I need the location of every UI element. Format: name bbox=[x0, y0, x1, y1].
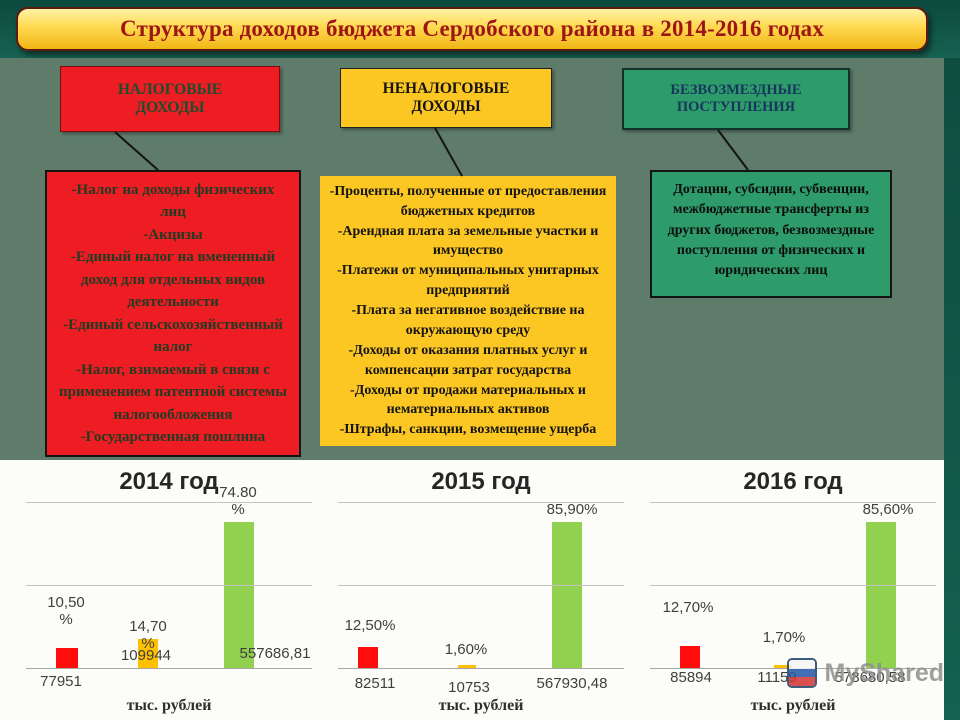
myshared-flag-icon bbox=[786, 658, 817, 688]
myshared-watermark: MyShared bbox=[786, 658, 944, 688]
gratuitous-receipts-detail-box: Дотации, субсидии, субвенции, межбюджетн… bbox=[650, 170, 892, 298]
connector-gratuitous bbox=[717, 129, 749, 171]
gratuitous-receipts-header-label: БЕЗВОЗМЕЗДНЫЕ ПОСТУПЛЕНИЯ bbox=[670, 82, 802, 115]
chart-2014-plot: 10,50 % 77951 14,70 % 109944 74.80 % 557686,8… bbox=[26, 484, 312, 690]
value-label: 567930,48 bbox=[536, 674, 608, 692]
value-label: 109944 bbox=[120, 646, 172, 664]
nontax-revenues-detail-text: -Проценты, полученные от предоставления … bbox=[329, 183, 607, 438]
chart-2015-plot: 12,50% 82511 1,60% 10753 85,90% 567930,48 bbox=[338, 500, 624, 696]
chart-2016-plot: 12,70% 85894 1,70% 11159 85,60% 578680,58 bbox=[650, 500, 936, 686]
tax-revenues-detail-box: -Налог на доходы физических лиц -Акцизы … bbox=[45, 170, 301, 457]
percent-label: 12,70% bbox=[662, 598, 714, 616]
bar-nontax-yellow bbox=[774, 665, 792, 668]
slide-title-box: Структура доходов бюджета Сердобского ра… bbox=[16, 7, 928, 51]
bar-tax-red bbox=[358, 646, 378, 668]
value-label: 578680,58 bbox=[834, 668, 906, 686]
chart-2014-xlabel: тыс. рублей bbox=[126, 697, 212, 714]
chart-2015: 2015 год 12,50% 82511 1,60% 10753 85,90% 5679… bbox=[338, 468, 624, 720]
bar-nontax-yellow bbox=[458, 665, 476, 668]
percent-label: 14,70 % bbox=[129, 617, 167, 652]
value-label: 77951 bbox=[40, 672, 82, 690]
percent-label: 1,70% bbox=[762, 628, 806, 646]
gratuitous-receipts-header-box: БЕЗВОЗМЕЗДНЫЕ ПОСТУПЛЕНИЯ bbox=[622, 68, 850, 130]
tax-revenues-header-box: НАЛОГОВЫЕ ДОХОДЫ bbox=[60, 66, 280, 132]
chart-2015-xlabel: тыс. рублей bbox=[438, 697, 524, 714]
percent-label: 85,60% bbox=[862, 500, 914, 518]
title-strip: Структура доходов бюджета Сердобского ра… bbox=[0, 0, 960, 58]
percent-label: 74.80 % bbox=[219, 483, 257, 518]
value-label: 82511 bbox=[354, 674, 396, 692]
tax-revenues-header-label: НАЛОГОВЫЕ ДОХОДЫ bbox=[117, 81, 223, 116]
nontax-revenues-header-box: НЕНАЛОГОВЫЕ ДОХОДЫ bbox=[340, 68, 552, 128]
chart-2014: 2014 год 10,50 % 77951 14,70 % 109944 74.80 … bbox=[26, 468, 312, 720]
chart-2015-title: 2015 год bbox=[431, 468, 531, 495]
bar-tax-red bbox=[56, 647, 78, 668]
bar-gratuitous-green bbox=[224, 522, 254, 668]
connector-nontax bbox=[434, 127, 463, 177]
tax-revenues-detail-text: -Налог на доходы физических лиц -Акцизы … bbox=[59, 181, 287, 446]
nontax-revenues-header-label: НЕНАЛОГОВЫЕ ДОХОДЫ bbox=[382, 80, 510, 115]
bar-gratuitous-green bbox=[552, 521, 582, 668]
chart-2016-xlabel: тыс. рублей bbox=[750, 697, 836, 714]
chart-2016-title: 2016 год bbox=[743, 468, 843, 495]
value-label: 85894 bbox=[670, 668, 712, 686]
percent-label: 10,50 % bbox=[47, 593, 85, 628]
chart-2016: 2016 год 12,70% 85894 1,70% 11159 85,60% 5786… bbox=[650, 468, 936, 720]
connector-tax bbox=[114, 131, 159, 171]
gratuitous-receipts-detail-text: Дотации, субсидии, субвенции, межбюджетн… bbox=[667, 182, 875, 279]
percent-label: 12,50% bbox=[344, 616, 396, 634]
value-label: 10753 bbox=[448, 678, 490, 696]
bar-tax-red bbox=[680, 646, 700, 668]
nontax-revenues-detail-box: -Проценты, полученные от предоставления … bbox=[320, 176, 616, 446]
chart-2014-title: 2014 год bbox=[119, 468, 219, 495]
percent-label: 85,90% bbox=[546, 500, 598, 518]
bar-nontax-yellow bbox=[138, 639, 158, 668]
diagram-section: НАЛОГОВЫЕ ДОХОДЫ НЕНАЛОГОВЫЕ ДОХОДЫ БЕЗВ… bbox=[0, 58, 944, 460]
myshared-watermark-text: MyShared bbox=[824, 658, 944, 687]
bar-gratuitous-green bbox=[866, 522, 896, 668]
percent-label: 1,60% bbox=[444, 640, 488, 658]
value-label: 557686,81 bbox=[239, 644, 311, 662]
slide-title: Структура доходов бюджета Сердобского ра… bbox=[119, 16, 825, 41]
